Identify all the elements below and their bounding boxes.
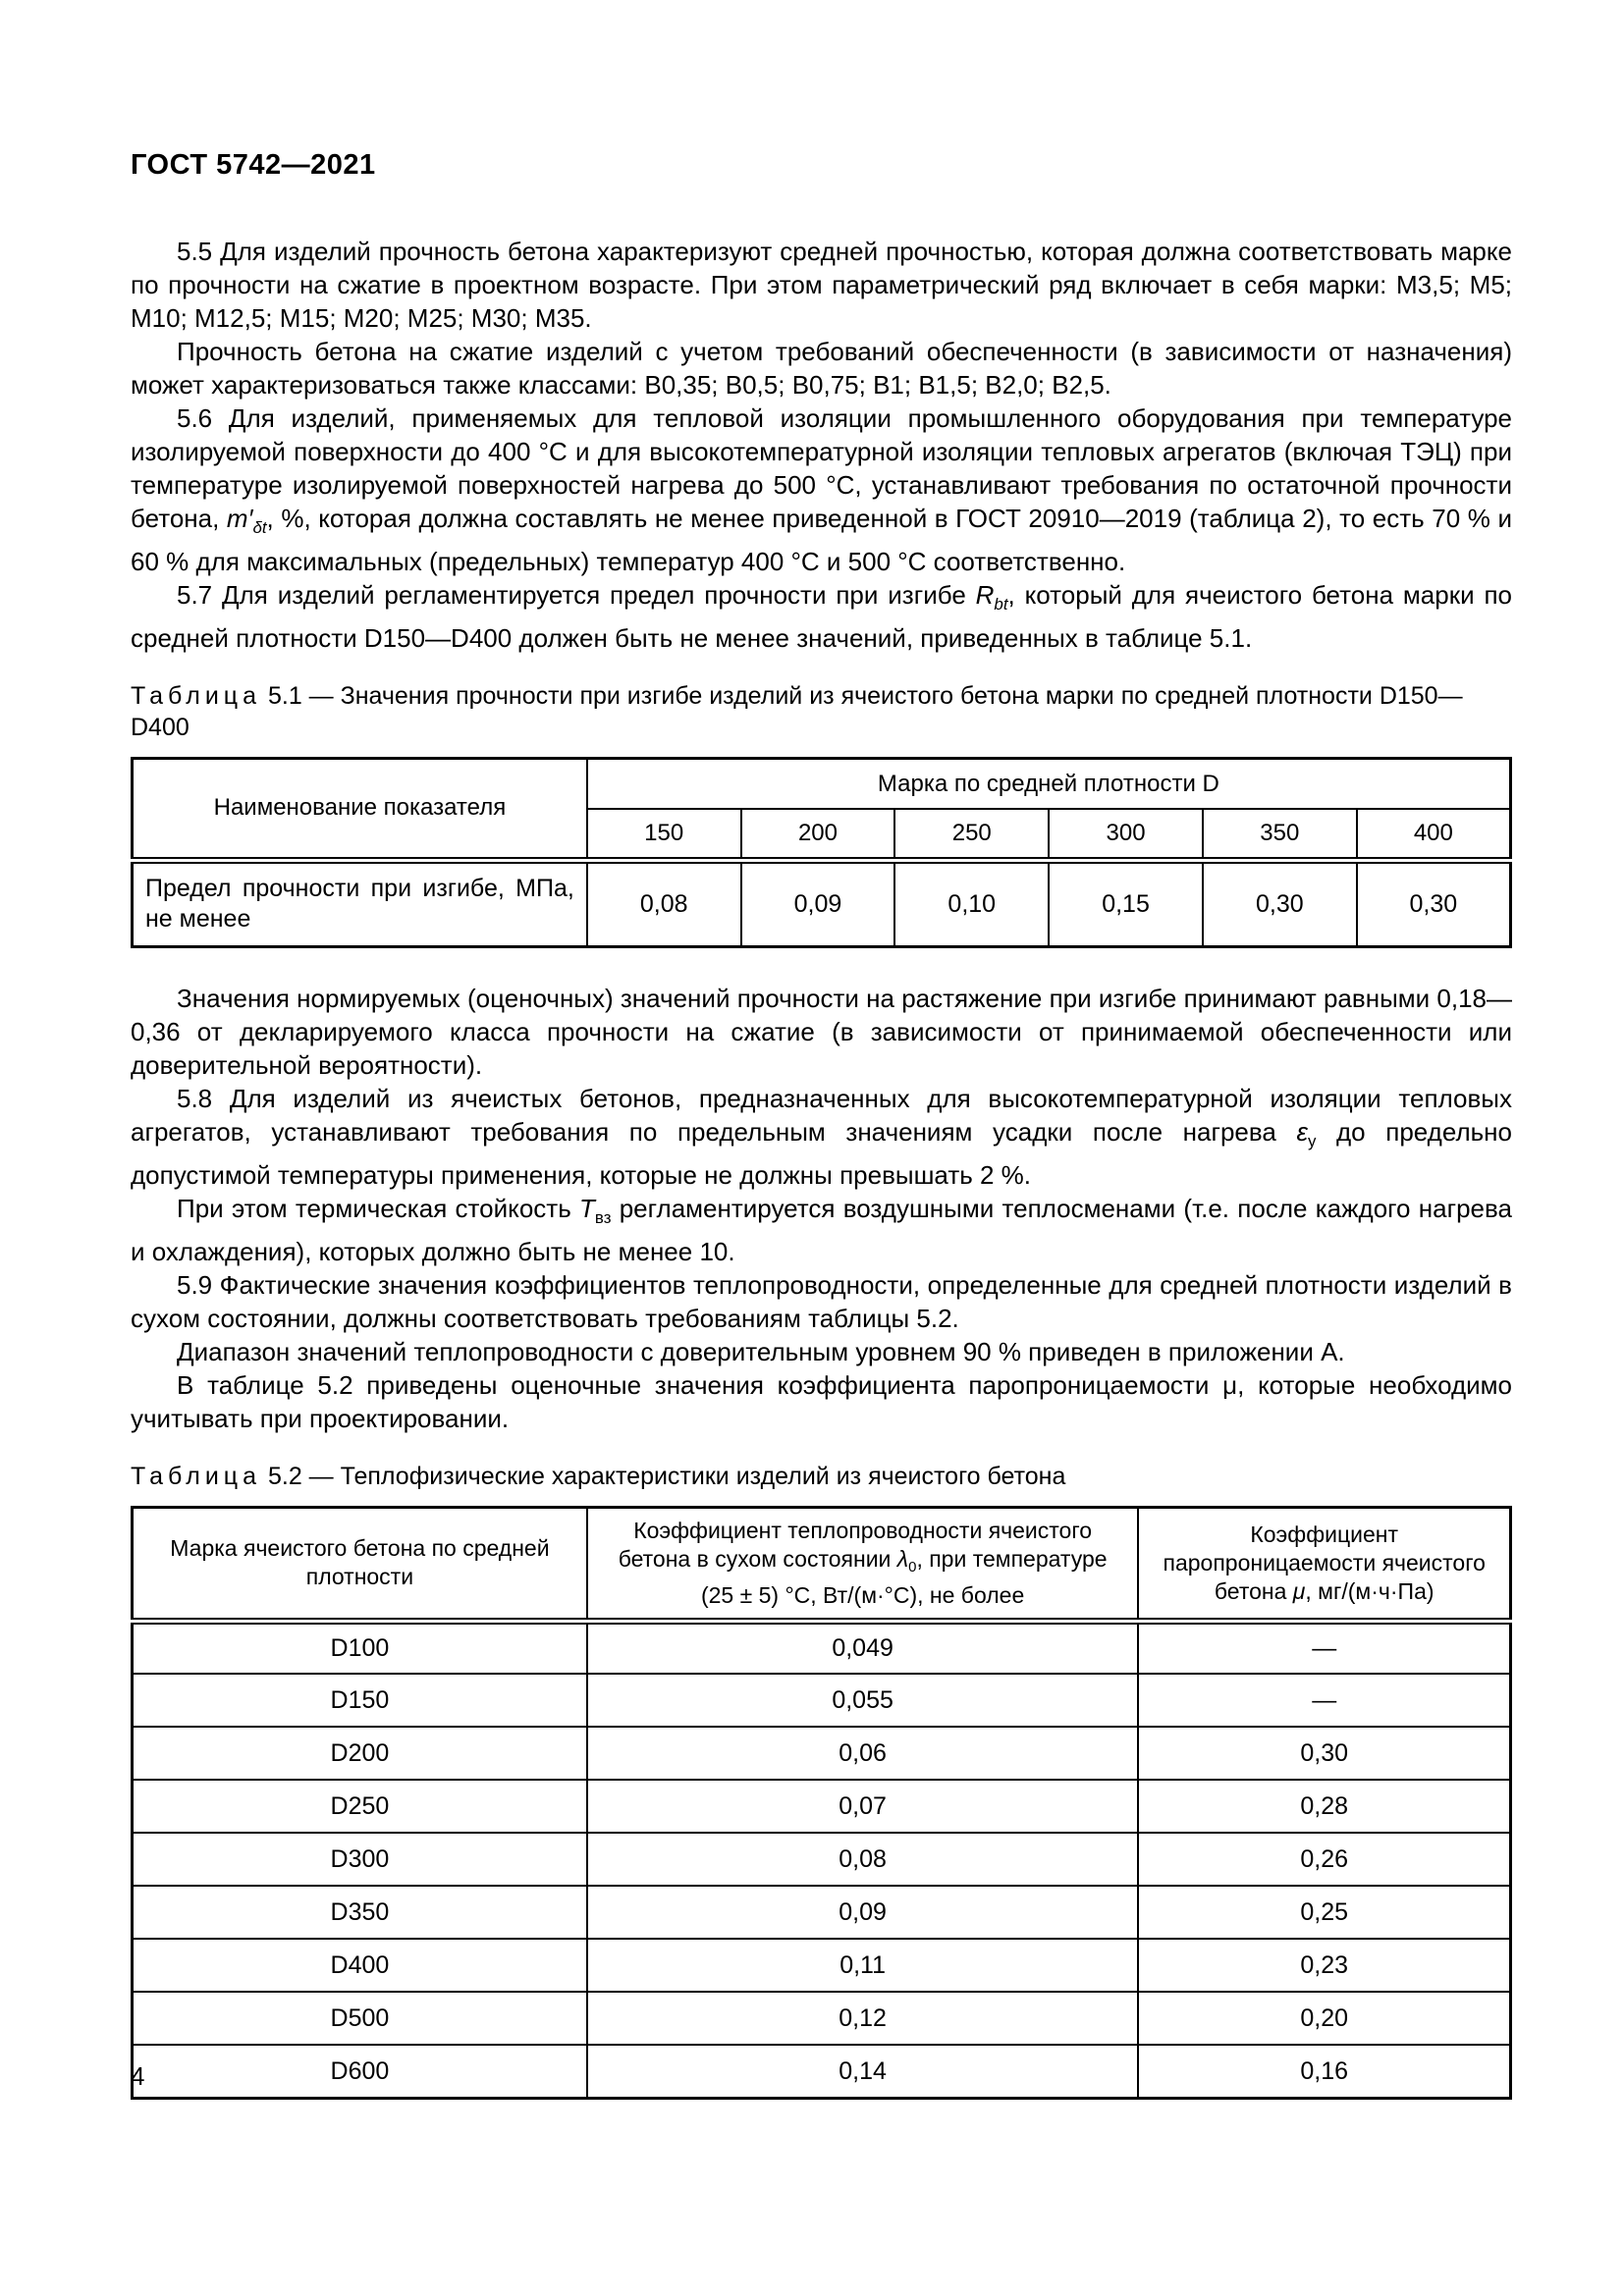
table-row: D400 0,11 0,23: [131, 1938, 1512, 1994]
conductivity-value: 0,055: [585, 1673, 1140, 1729]
paragraph-5-7: 5.7 Для изделий регламентируется предел …: [131, 579, 1512, 653]
density-mark: D300: [131, 1832, 588, 1888]
table-5-1-density-col: 400: [1355, 808, 1512, 864]
table-5-1-value: 0,30: [1355, 859, 1512, 948]
table-row: D100 0,049 —: [131, 1620, 1512, 1676]
conductivity-value: 0,09: [585, 1885, 1140, 1941]
conductivity-value: 0,12: [585, 1991, 1140, 2047]
table-row: D300 0,08 0,26: [131, 1832, 1512, 1888]
table-5-1: Наименование показателя Марка по средней…: [131, 756, 1512, 948]
permeability-value: 0,30: [1137, 1726, 1512, 1782]
table-5-1-value: 0,15: [1048, 859, 1204, 948]
permeability-value: 0,26: [1137, 1832, 1512, 1888]
table-5-2-header-density: Марка ячеистого бетона по средней плотно…: [131, 1506, 588, 1625]
paragraph-5-9: 5.9 Фактические значения коэффициентов т…: [131, 1269, 1512, 1333]
paragraph-5-5: 5.5 Для изделий прочность бетона характе…: [131, 237, 1512, 333]
table-5-1-density-col: 150: [585, 808, 742, 864]
density-mark: D100: [131, 1620, 588, 1676]
permeability-value: 0,20: [1137, 1991, 1512, 2047]
table-5-1-density-col: 200: [739, 808, 896, 864]
permeability-value: —: [1137, 1620, 1512, 1676]
paragraph-normative-values: Значения нормируемых (оценочных) значени…: [131, 983, 1512, 1080]
table-5-1-data-row: Предел прочности при изгибе, МПа, не мен…: [131, 859, 1512, 948]
table-row: D600 0,14 0,16: [131, 2044, 1512, 2100]
table-5-1-row-label: Предел прочности при изгибе, МПа, не мен…: [131, 859, 588, 948]
table-row: D250 0,07 0,28: [131, 1779, 1512, 1835]
page-number: 4: [131, 2061, 145, 2091]
table-5-1-density-col: 350: [1201, 808, 1358, 864]
table-5-1-name-header: Наименование показателя: [131, 757, 588, 864]
table-5-1-header-row-1: Наименование показателя Марка по средней…: [131, 757, 1512, 864]
density-mark: D150: [131, 1673, 588, 1729]
table-5-2-header-row: Марка ячеистого бетона по средней плотно…: [131, 1506, 1512, 1625]
permeability-value: 0,25: [1137, 1885, 1512, 1941]
table-5-1-value: 0,30: [1201, 859, 1358, 948]
paragraph-5-6: 5.6 Для изделий, применяемых для теплово…: [131, 403, 1512, 576]
conductivity-value: 0,14: [585, 2044, 1140, 2100]
table-5-1-value: 0,08: [585, 859, 742, 948]
table-row: D500 0,12 0,20: [131, 1991, 1512, 2047]
paragraph-strength-classes: Прочность бетона на сжатие изделий с уче…: [131, 337, 1512, 400]
density-mark: D200: [131, 1726, 588, 1782]
conductivity-value: 0,049: [585, 1620, 1140, 1676]
table-5-2-header-conductivity: Коэффициент теплопроводности ячеистого б…: [585, 1506, 1140, 1625]
permeability-value: 0,16: [1137, 2044, 1512, 2100]
paragraph-thermal-resistance: При этом термическая стойкость Твз регла…: [131, 1193, 1512, 1266]
density-mark: D250: [131, 1779, 588, 1835]
conductivity-value: 0,08: [585, 1832, 1140, 1888]
permeability-value: 0,28: [1137, 1779, 1512, 1835]
paragraph-conductivity-range: Диапазон значений теплопроводности с дов…: [177, 1336, 1345, 1366]
table-5-1-density-col: 250: [893, 808, 1051, 864]
table-5-1-value: 0,10: [893, 859, 1051, 948]
conductivity-value: 0,11: [585, 1938, 1140, 1994]
permeability-value: —: [1137, 1673, 1512, 1729]
paragraph-vapor-permeability: В таблице 5.2 приведены оценочные значен…: [131, 1369, 1512, 1433]
table-5-1-header-row-2: 150 200 250 300 350 400: [133, 808, 1512, 864]
spacer: [131, 948, 1512, 982]
conductivity-value: 0,06: [585, 1726, 1140, 1782]
doc-standard-number: ГОСТ 5742—2021: [131, 149, 376, 181]
density-mark: D350: [131, 1885, 588, 1941]
table-5-1-group-header: Марка по средней плотности D: [585, 757, 1512, 811]
table-5-1-value: 0,09: [739, 859, 896, 948]
table-5-1-density-col: 300: [1048, 808, 1204, 864]
paragraph-5-8: 5.8 Для изделий из ячеистых бетонов, пре…: [131, 1083, 1512, 1190]
table-5-2-caption: Таблица 5.2 — Теплофизические характерис…: [131, 1462, 1066, 1490]
table-5-1-caption: Таблица 5.1 — Значения прочности при изг…: [131, 681, 1463, 741]
table-5-2-header-permeability: Коэффициент паропроницаемости ячеистого …: [1137, 1506, 1512, 1625]
density-mark: D400: [131, 1938, 588, 1994]
table-row: D150 0,055 —: [131, 1673, 1512, 1729]
table-5-2: Марка ячеистого бетона по средней плотно…: [131, 1505, 1512, 2100]
density-mark: D500: [131, 1991, 588, 2047]
density-mark: D600: [131, 2044, 588, 2100]
table-row: D350 0,09 0,25: [131, 1885, 1512, 1941]
conductivity-value: 0,07: [585, 1779, 1140, 1835]
table-row: D200 0,06 0,30: [131, 1726, 1512, 1782]
permeability-value: 0,23: [1137, 1938, 1512, 1994]
page-content: ГОСТ 5742—2021 5.5 Для изделий прочность…: [131, 149, 1512, 2100]
